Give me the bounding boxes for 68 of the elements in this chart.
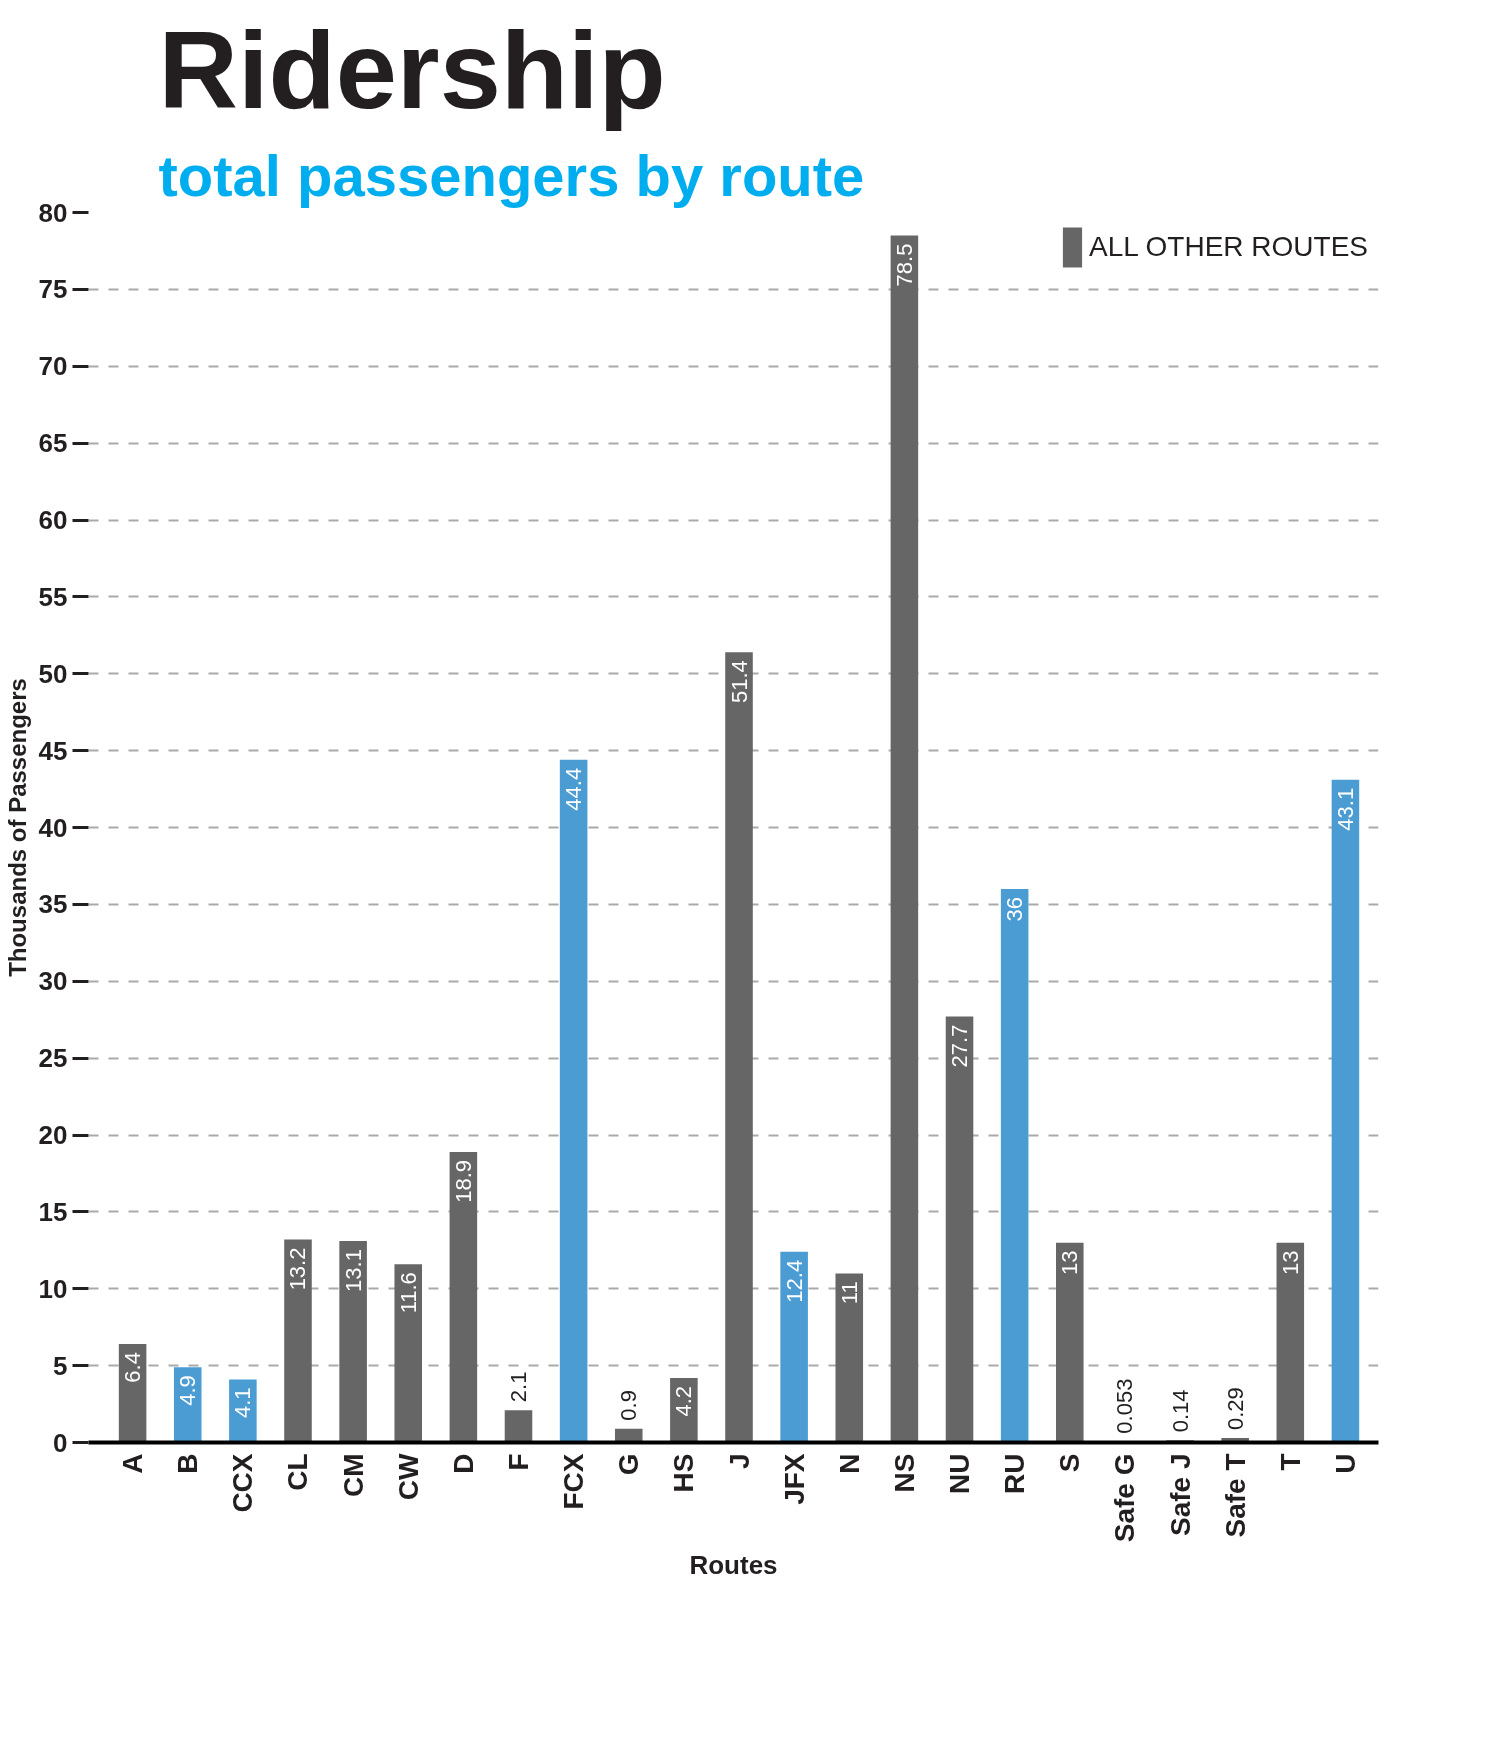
x-tick-label: D [447,1453,479,1474]
chart-title: Ridership [158,7,666,131]
x-tick-label: S [1054,1453,1086,1473]
y-tick-label: 65 [38,428,68,459]
x-tick-label: T [1274,1453,1306,1471]
x-tick-label: Safe J [1164,1453,1196,1536]
data-label: 4.2 [671,1385,697,1417]
x-tick-label: A [117,1453,149,1474]
x-tick-label: RU [999,1453,1031,1494]
y-tick-label: 20 [38,1120,68,1150]
x-tick-label: NS [888,1453,920,1493]
data-label: 0.29 [1222,1387,1248,1431]
y-axis-title: Thousands of Passengers [3,678,31,977]
y-tick-label: 70 [38,351,68,382]
data-label: 4.1 [230,1387,256,1419]
data-label: 13 [1057,1250,1083,1276]
y-tick-label: 0 [53,1427,68,1458]
x-axis-title: Routes [689,1550,778,1581]
y-tick-label: 5 [53,1350,68,1381]
x-tick-label: CM [337,1453,369,1498]
x-tick-label: Safe T [1219,1453,1251,1538]
x-tick-label: NU [944,1453,976,1494]
x-tick-label: G [613,1453,645,1476]
x-tick-label: CCX [227,1453,259,1513]
legend-label: ALL OTHER ROUTES [1088,231,1368,263]
x-tick-label: F [503,1453,534,1471]
data-label: 4.9 [175,1375,201,1406]
x-tick-label: JFX [778,1453,810,1505]
y-tick-label: 15 [38,1196,68,1227]
chart-subtitle: total passengers by route [158,142,865,208]
data-label: 13.2 [285,1247,311,1291]
data-label: 27.7 [947,1024,973,1068]
data-label: 0.053 [1112,1378,1138,1434]
data-label: 11.6 [395,1272,421,1314]
y-tick-label: 10 [38,1273,68,1304]
y-tick-label: 35 [38,889,68,920]
y-tick-label: 80 [38,197,68,228]
data-label: 43.1 [1332,787,1358,831]
data-label: 0.14 [1167,1389,1193,1433]
data-label: 11 [836,1281,862,1305]
data-label: 2.1 [506,1371,531,1403]
y-tick-label: 60 [38,505,68,535]
x-tick-label: CW [392,1452,424,1501]
y-tick-label: 55 [38,581,68,612]
y-tick-label: 25 [38,1043,68,1074]
y-tick-label: 30 [38,966,68,997]
x-tick-label: N [833,1453,865,1474]
x-tick-label: HS [668,1453,700,1493]
x-tick-label: J [723,1453,755,1470]
x-tick-label: U [1329,1453,1361,1474]
y-tick-label: 50 [38,658,68,689]
data-label: 6.4 [120,1352,146,1383]
data-label: 36 [1002,896,1028,922]
data-label: 12.4 [781,1259,807,1303]
y-tick-label: 45 [38,735,68,766]
data-label: 0.9 [616,1390,642,1421]
data-label: 44.4 [561,767,587,811]
y-tick-label: 40 [38,812,68,843]
data-label: 51.4 [726,660,752,704]
data-label: 78.5 [891,243,917,287]
data-label: 13.1 [340,1249,366,1292]
x-tick-label: CL [282,1453,314,1491]
data-label: 18.9 [450,1159,476,1203]
y-tick-label: 75 [38,274,68,305]
x-tick-label: Safe G [1109,1453,1141,1543]
data-label: 13 [1277,1250,1303,1276]
x-tick-label: FCX [558,1453,590,1510]
x-tick-label: B [172,1453,204,1474]
